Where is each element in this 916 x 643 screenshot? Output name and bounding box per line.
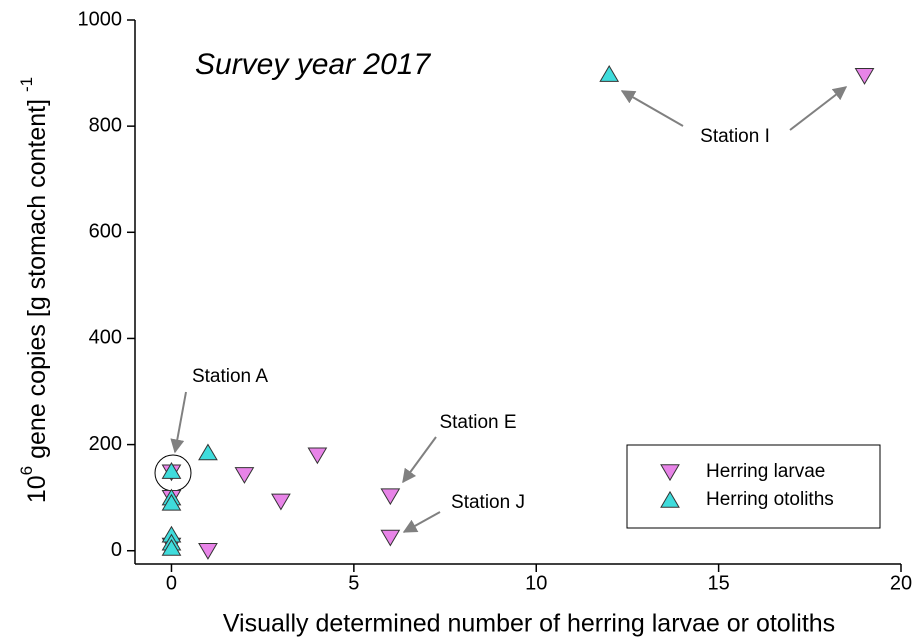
y-tick-label: 1000 [78, 8, 123, 30]
x-tick-label: 15 [707, 572, 729, 594]
legend-marker [660, 490, 680, 508]
annotation: Station A [192, 366, 268, 387]
legend-label: Herring larvae [706, 461, 825, 482]
legend-box [626, 444, 881, 529]
y-tick-label: 200 [89, 433, 122, 455]
arrow [170, 391, 187, 454]
y-label-text: gene copies [g stomach content] [23, 92, 51, 466]
legend-marker [660, 464, 680, 482]
y-axis-label: 106 gene copies [g stomach content] -1 [17, 77, 50, 503]
point [854, 68, 875, 85]
y-label-exp: 6 [17, 466, 36, 475]
arrow [402, 436, 437, 484]
annotation: Station E [439, 412, 516, 433]
point [161, 462, 182, 479]
x-tick-label: 5 [348, 572, 359, 594]
annotation: Station I [700, 126, 770, 147]
point [161, 538, 182, 556]
x-tick-label: 0 [166, 572, 177, 594]
arrow [789, 86, 848, 131]
y-tick-label: 0 [111, 539, 122, 561]
point [234, 467, 255, 484]
y-tick-label: 600 [89, 221, 122, 243]
x-tick-label: 20 [890, 572, 912, 594]
chart-title: Survey year 2017 [195, 48, 431, 81]
point [307, 447, 328, 465]
y-tick-label: 400 [89, 327, 122, 349]
point [271, 493, 291, 511]
point [198, 543, 218, 560]
point [599, 65, 620, 82]
y-tick-label: 800 [89, 114, 122, 136]
point [380, 529, 401, 547]
arrow [620, 90, 684, 127]
point [380, 488, 401, 506]
x-axis-label: Visually determined number of herring la… [223, 610, 835, 638]
y-label-exp2: -1 [17, 77, 36, 92]
annotation: Station J [451, 492, 525, 513]
point [161, 493, 182, 511]
arrow [402, 511, 441, 533]
legend-label: Herring otoliths [706, 489, 834, 510]
y-label-base: 10 [23, 475, 51, 503]
point [198, 443, 218, 461]
x-tick-label: 10 [525, 572, 547, 594]
